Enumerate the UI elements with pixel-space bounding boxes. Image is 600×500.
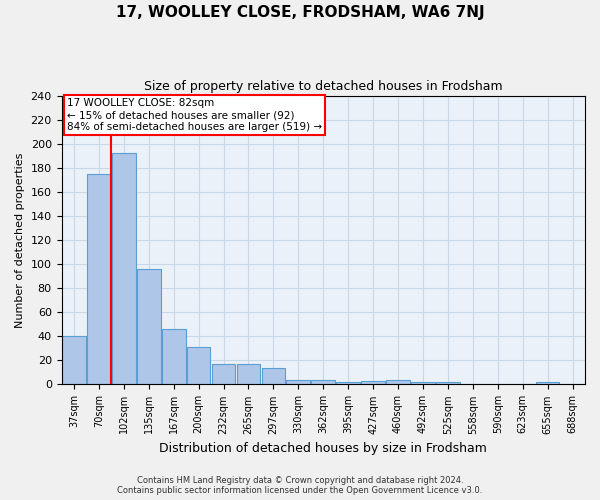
Bar xyxy=(137,269,161,384)
Bar xyxy=(87,174,111,384)
Bar xyxy=(212,364,235,384)
Bar xyxy=(262,368,285,384)
Bar xyxy=(311,380,335,384)
Text: Contains HM Land Registry data © Crown copyright and database right 2024.
Contai: Contains HM Land Registry data © Crown c… xyxy=(118,476,482,495)
Title: Size of property relative to detached houses in Frodsham: Size of property relative to detached ho… xyxy=(144,80,503,93)
Bar xyxy=(386,380,410,384)
Bar xyxy=(536,382,559,384)
Bar xyxy=(112,154,136,384)
Bar xyxy=(411,382,435,384)
Bar xyxy=(436,382,460,384)
X-axis label: Distribution of detached houses by size in Frodsham: Distribution of detached houses by size … xyxy=(160,442,487,455)
Text: 17, WOOLLEY CLOSE, FRODSHAM, WA6 7NJ: 17, WOOLLEY CLOSE, FRODSHAM, WA6 7NJ xyxy=(116,5,484,20)
Bar xyxy=(162,329,185,384)
Text: 17 WOOLLEY CLOSE: 82sqm
← 15% of detached houses are smaller (92)
84% of semi-de: 17 WOOLLEY CLOSE: 82sqm ← 15% of detache… xyxy=(67,98,322,132)
Bar xyxy=(62,336,86,384)
Bar xyxy=(337,382,360,384)
Y-axis label: Number of detached properties: Number of detached properties xyxy=(15,152,25,328)
Bar xyxy=(286,380,310,384)
Bar xyxy=(361,381,385,384)
Bar xyxy=(187,347,211,385)
Bar xyxy=(236,364,260,384)
